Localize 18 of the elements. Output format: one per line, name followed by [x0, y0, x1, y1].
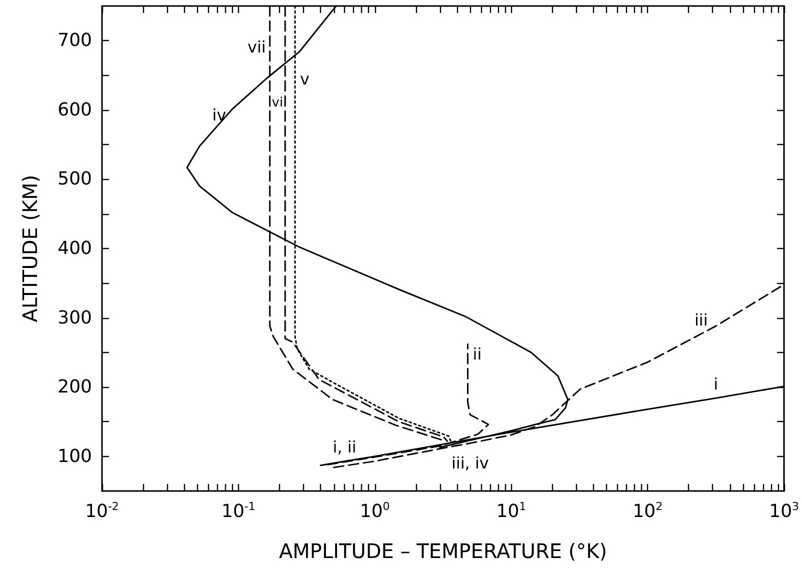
y-tick-label: 300 — [58, 307, 92, 328]
annotation: iii — [694, 310, 708, 330]
y-tick-label: 500 — [58, 168, 92, 190]
annotation: iv — [212, 106, 226, 125]
annotation: i, ii — [332, 438, 356, 457]
y-tick-label: 700 — [58, 30, 92, 52]
annotation: v — [300, 70, 310, 89]
y-tick-label: 200 — [58, 376, 92, 398]
x-axis-title: AMPLITUDE – TEMPERATURE (°K) — [278, 539, 608, 563]
y-tick-label: 100 — [58, 446, 92, 467]
y-tick-label: 400 — [58, 238, 92, 259]
annotation: vi — [272, 95, 284, 110]
annotation: ii — [472, 344, 482, 364]
annotation: vii — [247, 37, 266, 56]
annotation: i — [714, 374, 718, 394]
y-tick-label: 600 — [58, 99, 92, 120]
y-axis-title: ALTITUDE (KM) — [18, 174, 42, 322]
annotation: iii, iv — [451, 454, 489, 473]
